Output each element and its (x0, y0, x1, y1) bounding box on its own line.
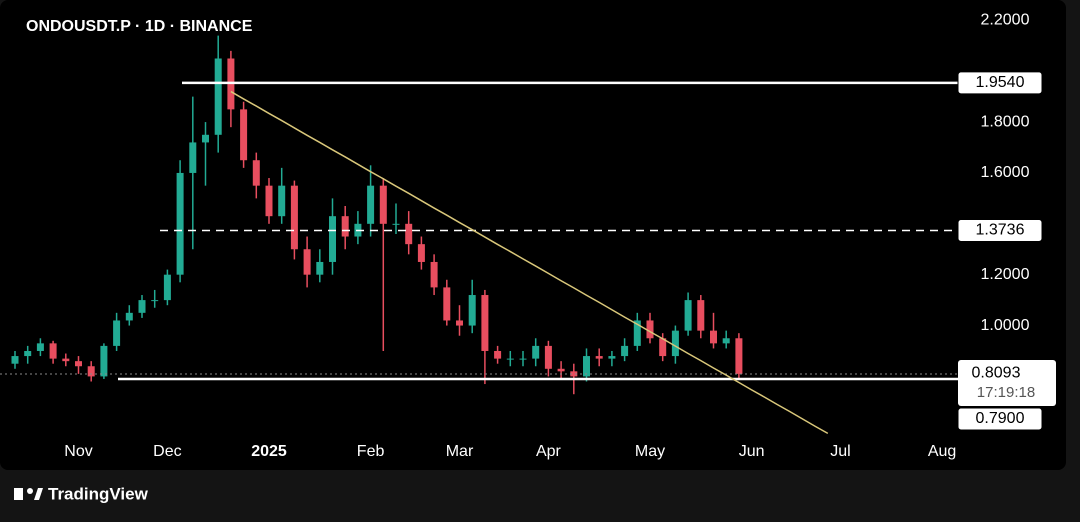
trendline (230, 90, 829, 435)
level-label: 0.7900 (976, 410, 1025, 427)
candle-body (430, 261, 438, 288)
x-tick-label: Dec (153, 443, 181, 460)
candle-body (290, 185, 298, 250)
x-tick-label: Aug (928, 443, 956, 460)
candle-body (735, 338, 743, 374)
candle-body (252, 160, 260, 186)
candle-body (265, 185, 273, 217)
candle-body (329, 216, 336, 262)
candle-body (583, 356, 590, 377)
candle-body (303, 249, 311, 275)
x-tick-label: 2025 (251, 443, 287, 460)
candle-body (138, 300, 146, 313)
candle-body (646, 320, 654, 339)
candle-body (214, 58, 222, 135)
last-price-box (958, 360, 1056, 407)
candle-body (392, 223, 400, 225)
candle-body (621, 345, 629, 357)
candle-body (75, 361, 82, 367)
candle-body (176, 172, 184, 275)
level-label: 1.9540 (976, 74, 1025, 91)
x-tick-label: Nov (64, 443, 92, 460)
candle-body (481, 295, 489, 351)
candle-body (189, 142, 197, 173)
y-tick-label: 2.2000 (981, 12, 1030, 29)
candle-body (671, 330, 679, 357)
level-label: 1.3736 (976, 222, 1025, 239)
candle-body (151, 300, 159, 302)
brand-logo (14, 488, 43, 500)
brand: TradingView (48, 484, 149, 503)
candle-body (113, 320, 121, 346)
chart-title: ONDOUSDT.P · 1D · BINANCE (26, 18, 253, 35)
candle-body (11, 356, 19, 364)
x-tick-label: Jun (739, 443, 765, 460)
y-tick-label: 1.2000 (981, 266, 1030, 283)
candle-body (659, 338, 667, 357)
candle-body (557, 368, 565, 372)
candle-body (240, 109, 248, 161)
candle-body (544, 345, 552, 369)
candle-body (595, 356, 603, 359)
candle-body (532, 345, 540, 359)
candle-body (456, 320, 463, 326)
candle-body (24, 350, 32, 357)
candle-body (341, 216, 349, 237)
candle-body (710, 330, 717, 344)
candle-body (36, 343, 44, 351)
candle-body (443, 287, 451, 321)
candle-body (163, 274, 171, 301)
candle-body (125, 312, 133, 321)
x-tick-label: May (635, 443, 665, 460)
candle-body (506, 358, 514, 360)
level-label-box (957, 407, 1043, 431)
plot-background (0, 0, 1066, 470)
candle-body (49, 343, 57, 359)
candle-body (87, 366, 95, 377)
candle-body (570, 371, 578, 377)
candle-body (417, 244, 425, 262)
x-tick-label: Feb (357, 443, 385, 460)
candle-body (494, 350, 502, 359)
y-tick-label: 1.6000 (981, 164, 1030, 181)
level-label-box (957, 71, 1043, 95)
y-tick-label: 1.0000 (981, 317, 1030, 334)
x-tick-label: Jul (830, 443, 850, 460)
candle-body (633, 320, 641, 346)
candle-body (367, 185, 375, 224)
candle-body (684, 300, 692, 331)
y-tick-label: 1.8000 (981, 113, 1030, 130)
x-tick-label: Apr (536, 443, 562, 460)
candle-body (697, 300, 705, 331)
candle-body (100, 345, 108, 377)
candle-body (202, 134, 209, 143)
candle-body (405, 223, 413, 245)
candle-body (379, 185, 387, 224)
candle-body (316, 261, 324, 275)
countdown: 17:19:18 (977, 384, 1035, 401)
candle-body (722, 338, 730, 344)
candle-body (278, 185, 286, 217)
candle-body (519, 358, 527, 360)
x-tick-label: Mar (446, 443, 474, 460)
candle-body (468, 295, 476, 326)
candle-body (608, 356, 616, 359)
level-label-box (957, 219, 1043, 243)
candle-body (62, 358, 70, 362)
last-price-label: 0.8093 (972, 364, 1021, 381)
